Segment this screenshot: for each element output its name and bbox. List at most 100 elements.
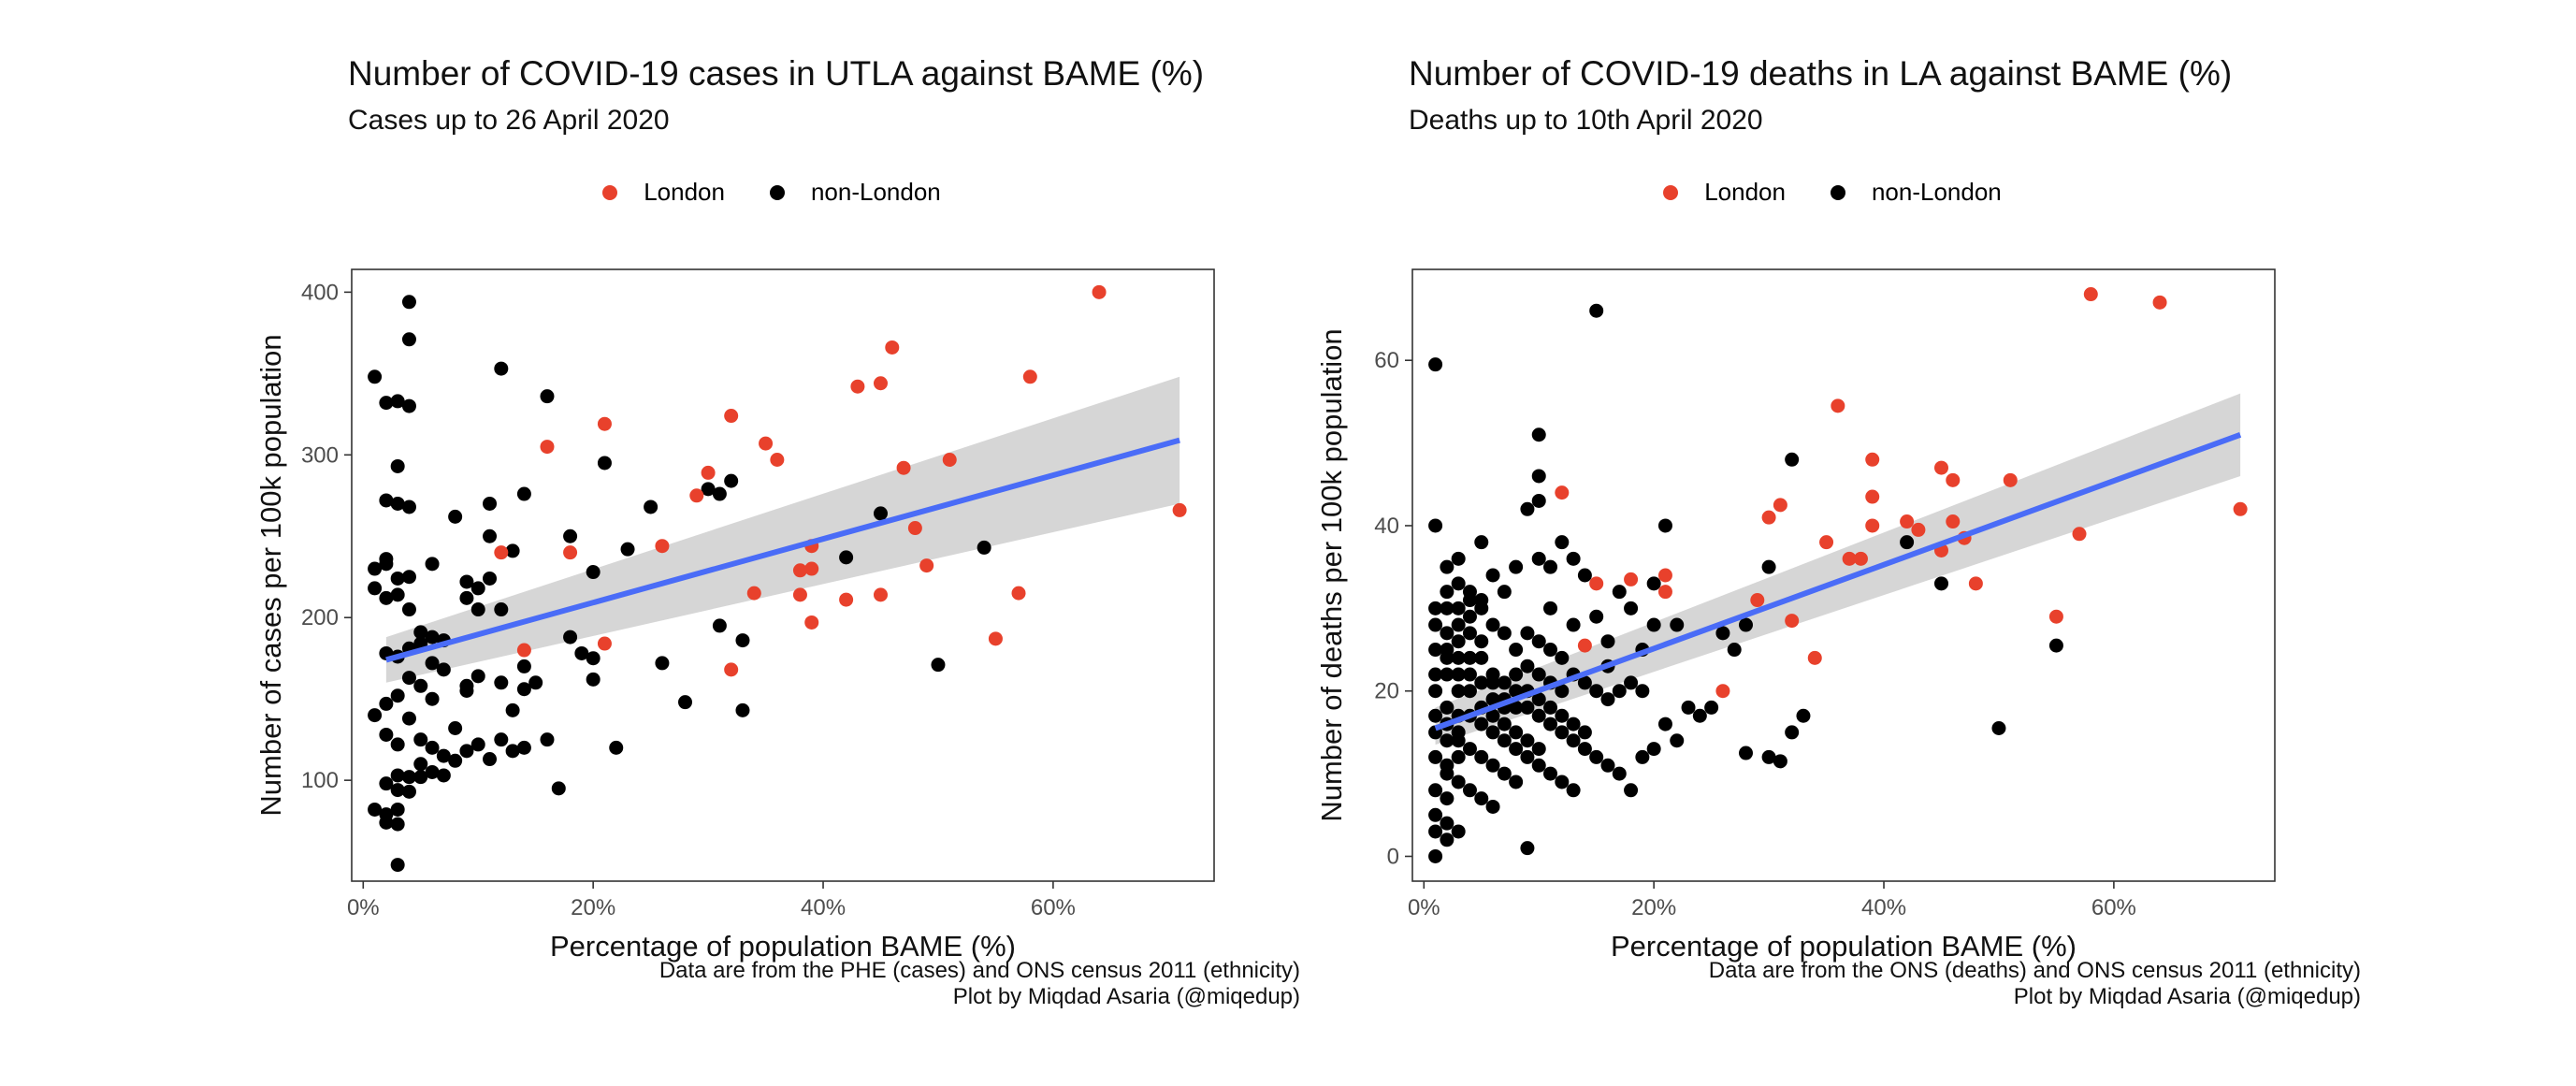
data-point-non-london bbox=[1543, 643, 1558, 658]
data-point-london bbox=[896, 460, 911, 475]
data-point-london bbox=[2083, 287, 2098, 302]
data-point-non-london bbox=[1451, 617, 1466, 632]
data-point-non-london bbox=[1773, 754, 1787, 769]
caption-author: Plot by Miqdad Asaria (@miqedup) bbox=[952, 984, 1300, 1009]
data-point-non-london bbox=[1624, 783, 1639, 798]
data-point-london bbox=[597, 416, 612, 431]
data-point-non-london bbox=[494, 675, 509, 690]
data-point-non-london bbox=[505, 543, 520, 558]
data-point-non-london bbox=[401, 784, 416, 799]
data-point-non-london bbox=[390, 768, 405, 783]
data-point-non-london bbox=[1509, 684, 1524, 699]
data-point-non-london bbox=[1451, 601, 1466, 615]
data-point-non-london bbox=[413, 625, 428, 640]
data-point-non-london bbox=[1520, 733, 1535, 748]
legend-item-non-london: non-London bbox=[1830, 178, 2002, 207]
data-point-non-london bbox=[425, 630, 440, 644]
scatter-plot-cases: 0% 20% 40% 60% 100 200 300 400 Percentage of pop… bbox=[254, 268, 1215, 963]
data-point-non-london bbox=[1440, 833, 1454, 847]
data-point-london bbox=[1624, 572, 1639, 586]
data-point-london bbox=[540, 440, 555, 455]
data-point-non-london bbox=[1428, 617, 1443, 632]
data-point-non-london bbox=[1531, 493, 1546, 508]
data-point-london bbox=[724, 662, 739, 677]
data-point-non-london bbox=[379, 590, 394, 605]
data-point-non-london bbox=[379, 727, 394, 742]
data-point-non-london bbox=[574, 645, 589, 660]
data-point-non-london bbox=[1428, 357, 1443, 372]
data-point-london bbox=[1715, 684, 1730, 699]
plot-border bbox=[1411, 268, 2276, 882]
data-point-non-london bbox=[540, 732, 555, 747]
data-point-london bbox=[850, 379, 865, 394]
data-point-non-london bbox=[516, 682, 531, 697]
data-point-london bbox=[1933, 460, 1948, 475]
data-point-non-london bbox=[1589, 749, 1604, 764]
data-point-non-london bbox=[1462, 609, 1477, 624]
data-point-non-london bbox=[1428, 824, 1443, 839]
data-point-non-london bbox=[1531, 634, 1546, 649]
data-point-non-london bbox=[368, 369, 383, 384]
legend-dot-london-icon bbox=[1663, 184, 1679, 200]
data-point-non-london bbox=[1543, 717, 1558, 731]
x-tick-label: 0% bbox=[1408, 895, 1440, 920]
data-point-non-london bbox=[1531, 742, 1546, 757]
data-point-non-london bbox=[470, 602, 485, 617]
data-point-non-london bbox=[1635, 749, 1650, 764]
data-point-non-london bbox=[1428, 601, 1443, 615]
data-point-non-london bbox=[540, 389, 555, 404]
data-point-london bbox=[792, 563, 807, 578]
data-point-non-london bbox=[1474, 535, 1489, 550]
data-point-non-london bbox=[1497, 766, 1512, 781]
data-point-london bbox=[655, 539, 670, 554]
data-point-non-london bbox=[505, 702, 520, 717]
y-tick-label: 300 bbox=[301, 442, 339, 468]
data-point-non-london bbox=[1428, 749, 1443, 764]
y-axis-title: Number of cases per 100k population bbox=[254, 334, 287, 816]
data-point-non-london bbox=[597, 456, 612, 471]
chart-subtitle: Cases up to 26 April 2020 bbox=[348, 105, 670, 136]
chart-panel-deaths: Number of COVID-19 deaths in LA against … bbox=[1304, 0, 2361, 1086]
data-point-non-london bbox=[401, 332, 416, 347]
data-point-non-london bbox=[1451, 650, 1466, 665]
data-point-non-london bbox=[1462, 650, 1477, 665]
data-point-london bbox=[1657, 585, 1672, 600]
data-point-non-london bbox=[483, 496, 498, 511]
data-point-non-london bbox=[839, 550, 854, 565]
data-point-non-london bbox=[1704, 700, 1719, 715]
x-tick-label: 20% bbox=[1631, 895, 1676, 920]
data-point-london bbox=[1022, 369, 1037, 384]
chart-subtitle: Deaths up to 10th April 2020 bbox=[1409, 105, 1763, 136]
y-tick-label: 0 bbox=[1387, 844, 1399, 869]
data-point-non-london bbox=[873, 506, 888, 521]
data-point-non-london bbox=[390, 587, 405, 602]
data-point-non-london bbox=[516, 740, 531, 755]
chart-legend: London non-London bbox=[1304, 178, 2361, 207]
data-point-non-london bbox=[1555, 775, 1570, 789]
y-tick-label: 60 bbox=[1374, 348, 1399, 373]
data-point-non-london bbox=[1543, 559, 1558, 574]
data-point-non-london bbox=[1474, 749, 1489, 764]
data-point-non-london bbox=[368, 561, 383, 576]
y-tick-label: 100 bbox=[301, 768, 339, 793]
chart-panel-cases: Number of COVID-19 cases in UTLA against… bbox=[243, 0, 1300, 1086]
data-point-london bbox=[563, 545, 578, 560]
data-point-non-london bbox=[1509, 700, 1524, 715]
data-point-non-london bbox=[620, 542, 635, 557]
data-point-non-london bbox=[1589, 303, 1604, 318]
data-point-non-london bbox=[1692, 708, 1707, 723]
data-point-non-london bbox=[1451, 634, 1466, 649]
data-point-non-london bbox=[1543, 766, 1558, 781]
y-axis-title: Number of deaths per 100k population bbox=[1315, 328, 1348, 821]
data-point-non-london bbox=[1462, 684, 1477, 699]
data-point-non-london bbox=[1670, 733, 1685, 748]
data-point-non-london bbox=[401, 711, 416, 726]
data-point-non-london bbox=[1555, 535, 1570, 550]
data-point-non-london bbox=[1497, 675, 1512, 690]
data-point-non-london bbox=[1485, 675, 1500, 690]
data-point-non-london bbox=[1566, 617, 1581, 632]
caption-source: Data are from the ONS (deaths) and ONS c… bbox=[1708, 958, 2361, 983]
data-point-non-london bbox=[505, 744, 520, 759]
data-point-non-london bbox=[1428, 783, 1443, 798]
data-point-non-london bbox=[390, 496, 405, 511]
